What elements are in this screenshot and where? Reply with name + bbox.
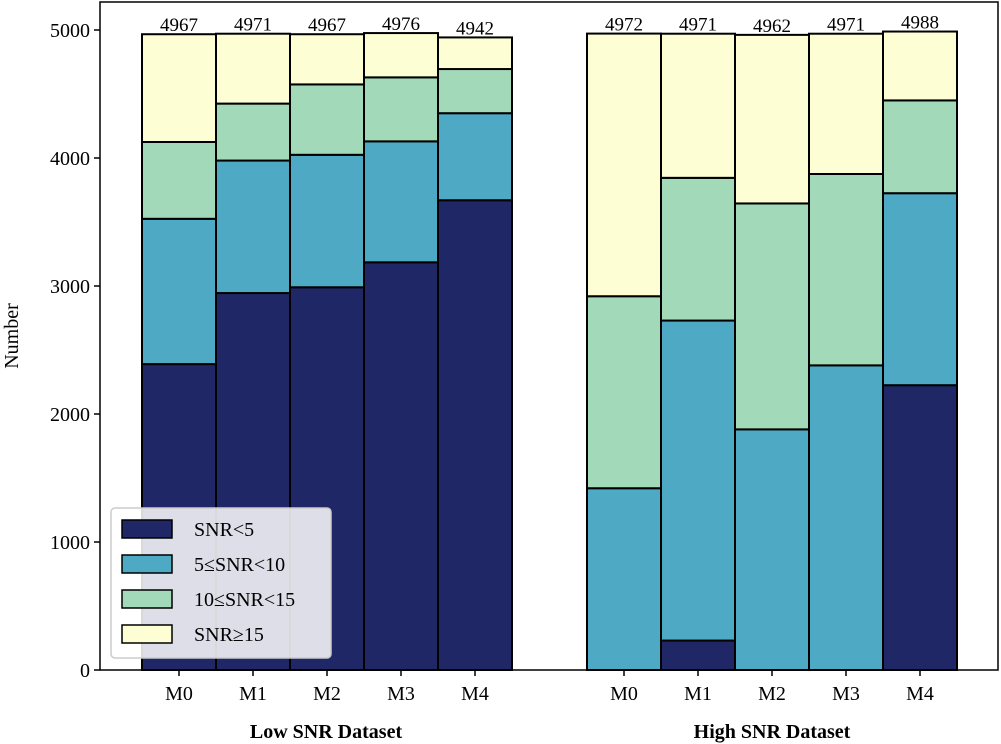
bar-segment-high-snr-dataset-m0-10lesnrlt15: [586, 295, 662, 490]
bar-segment-low-snr-dataset-m1-5lesnrlt10: [215, 159, 291, 295]
x-tick-label: M4: [461, 683, 489, 705]
bar-segment-low-snr-dataset-m3-snrge15: [363, 32, 439, 79]
bar-segment-high-snr-dataset-m3-snrge15: [808, 32, 884, 175]
total-label-low-snr-dataset-m1: 4971: [234, 15, 272, 36]
y-tick-label: 3000: [50, 276, 90, 298]
bar-segment-high-snr-dataset-m1-snrlt5: [660, 639, 736, 671]
axes-layer: M0 M1 M2 M3 M4 Low SNR Dataset M0 M1 M2 M3 M4 High …: [50, 1, 999, 743]
legend-label-snrge15: SNR≥15: [194, 624, 264, 646]
bar-group-high-snr-dataset: 4972 4971 4962 4971 4988: [586, 13, 958, 671]
x-tick-label: M3: [387, 683, 415, 705]
bar-segment-high-snr-dataset-m4-10lesnrlt15: [882, 99, 958, 195]
legend-label-10lesnrlt15: 10≤SNR<15: [194, 589, 295, 611]
bar-segment-low-snr-dataset-m2-10lesnrlt15: [289, 83, 365, 156]
legend-swatch-snrlt5: [121, 519, 173, 539]
bar-segment-low-snr-dataset-m3-snrlt5: [363, 261, 439, 671]
bar-segment-high-snr-dataset-m4-snrge15: [882, 30, 958, 102]
total-label-high-snr-dataset-m1: 4971: [679, 15, 717, 36]
total-label-low-snr-dataset-m2: 4967: [308, 15, 346, 36]
bar-segment-high-snr-dataset-m3-5lesnrlt10: [808, 364, 884, 671]
bar-segment-high-snr-dataset-m1-5lesnrlt10: [660, 319, 736, 642]
group-label-low-snr-dataset: Low SNR Dataset: [250, 721, 403, 743]
x-tick-label: M0: [610, 683, 638, 705]
y-axis-label: Number: [1, 303, 23, 369]
bar-segment-high-snr-dataset-m4-5lesnrlt10: [882, 192, 958, 387]
y-tick-label: 0: [80, 660, 90, 682]
bar-segment-low-snr-dataset-m4-snrlt5: [437, 199, 513, 672]
x-tick-label: M2: [313, 683, 341, 705]
total-label-low-snr-dataset-m4: 4942: [456, 18, 494, 39]
total-label-high-snr-dataset-m4: 4988: [901, 13, 939, 34]
legend-label-snrlt5: SNR<5: [194, 519, 254, 541]
y-tick-label: 1000: [50, 532, 90, 554]
y-tick-label: 2000: [50, 404, 90, 426]
bar-segment-low-snr-dataset-m2-5lesnrlt10: [289, 153, 365, 289]
bar-segment-low-snr-dataset-m4-snrge15: [437, 36, 513, 71]
bar-segment-high-snr-dataset-m2-10lesnrlt15: [734, 202, 810, 431]
x-tick-label: M1: [239, 683, 267, 705]
total-label-high-snr-dataset-m0: 4972: [605, 15, 643, 36]
legend-swatch-10lesnrlt15: [121, 589, 173, 609]
bar-segment-low-snr-dataset-m1-snrge15: [215, 32, 291, 105]
bar-segment-low-snr-dataset-m3-10lesnrlt15: [363, 76, 439, 143]
total-label-low-snr-dataset-m0: 4967: [160, 15, 198, 36]
plot-frame: [99, 1, 999, 671]
legend-swatch-snrge15: [121, 624, 173, 644]
bar-segment-high-snr-dataset-m1-10lesnrlt15: [660, 176, 736, 322]
bar-segment-low-snr-dataset-m4-5lesnrlt10: [437, 112, 513, 202]
x-tick-label: M3: [832, 683, 860, 705]
x-tick-label: M1: [684, 683, 712, 705]
bar-segment-low-snr-dataset-m0-snrge15: [141, 33, 217, 143]
bar-segment-low-snr-dataset-m2-snrge15: [289, 33, 365, 86]
bar-segment-low-snr-dataset-m3-5lesnrlt10: [363, 140, 439, 264]
bar-segment-low-snr-dataset-m0-10lesnrlt15: [141, 141, 217, 220]
total-label-high-snr-dataset-m3: 4971: [827, 15, 865, 36]
x-tick-label: M0: [165, 683, 193, 705]
bar-segment-high-snr-dataset-m2-snrge15: [734, 33, 810, 205]
bar-segment-high-snr-dataset-m2-5lesnrlt10: [734, 428, 810, 671]
bar-segment-high-snr-dataset-m4-snrlt5: [882, 384, 958, 671]
bar-segment-low-snr-dataset-m0-5lesnrlt10: [141, 217, 217, 366]
bar-segment-high-snr-dataset-m0-5lesnrlt10: [586, 487, 662, 671]
bar-segment-low-snr-dataset-m4-10lesnrlt15: [437, 68, 513, 115]
y-tick-label: 5000: [50, 20, 90, 42]
bar-segment-high-snr-dataset-m0-snrge15: [586, 32, 662, 298]
legend-swatch-5lesnrlt10: [121, 554, 173, 574]
y-tick-label: 4000: [50, 148, 90, 170]
total-label-low-snr-dataset-m3: 4976: [382, 14, 420, 35]
x-tick-label: M2: [758, 683, 786, 705]
total-label-high-snr-dataset-m2: 4962: [753, 16, 791, 37]
legend-label-5lesnrlt10: 5≤SNR<10: [194, 554, 285, 576]
legend: SNR<5 5≤SNR<10 10≤SNR<15 SNR≥15: [110, 507, 332, 659]
x-tick-label: M4: [906, 683, 934, 705]
bar-segment-low-snr-dataset-m1-10lesnrlt15: [215, 102, 291, 162]
bar-segment-high-snr-dataset-m3-10lesnrlt15: [808, 173, 884, 367]
bar-segment-high-snr-dataset-m1-snrge15: [660, 32, 736, 179]
group-label-high-snr-dataset: High SNR Dataset: [694, 721, 851, 743]
legend-box: [110, 507, 332, 659]
